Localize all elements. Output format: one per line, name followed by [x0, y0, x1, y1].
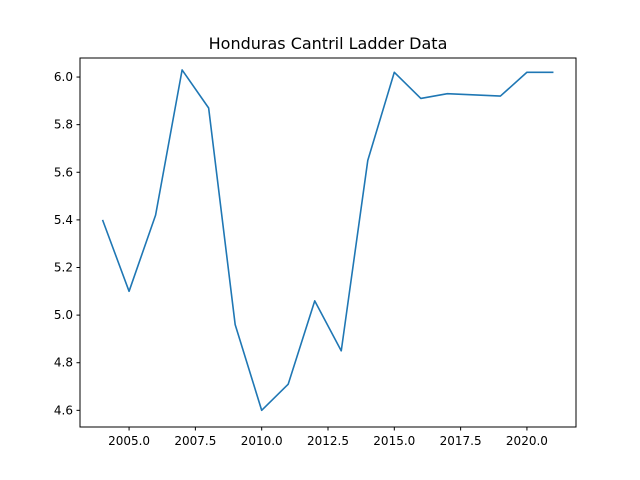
y-tick-label: 4.8: [54, 356, 73, 370]
x-tick-label: 2015.0: [373, 434, 415, 448]
x-tick-label: 2010.0: [241, 434, 283, 448]
x-tick-label: 2012.5: [307, 434, 349, 448]
y-tick-label: 5.0: [54, 308, 73, 322]
y-tick-label: 5.8: [54, 118, 73, 132]
axes-frame: [79, 57, 577, 428]
x-tick-label: 2017.5: [440, 434, 482, 448]
y-tick-label: 5.6: [54, 165, 73, 179]
x-tick-label: 2007.5: [174, 434, 216, 448]
y-tick-label: 4.6: [54, 403, 73, 417]
x-tick-label: 2020.0: [506, 434, 548, 448]
y-tick-label: 5.4: [54, 213, 73, 227]
plot-area: [101, 69, 554, 412]
x-axis: 2005.0 2007.5 2010.0 2012.5 2015.0 2017.5 2020…: [108, 427, 548, 448]
x-tick-label: 2005.0: [108, 434, 150, 448]
chart-title: Honduras Cantril Ladder Data: [209, 34, 448, 53]
y-tick-label: 6.0: [54, 70, 73, 84]
series-line: [101, 69, 554, 412]
y-tick-label: 5.2: [54, 260, 73, 274]
y-axis: 4.6 4.8 5.0 5.2 5.4 5.6 5.8 6.0: [54, 70, 80, 417]
